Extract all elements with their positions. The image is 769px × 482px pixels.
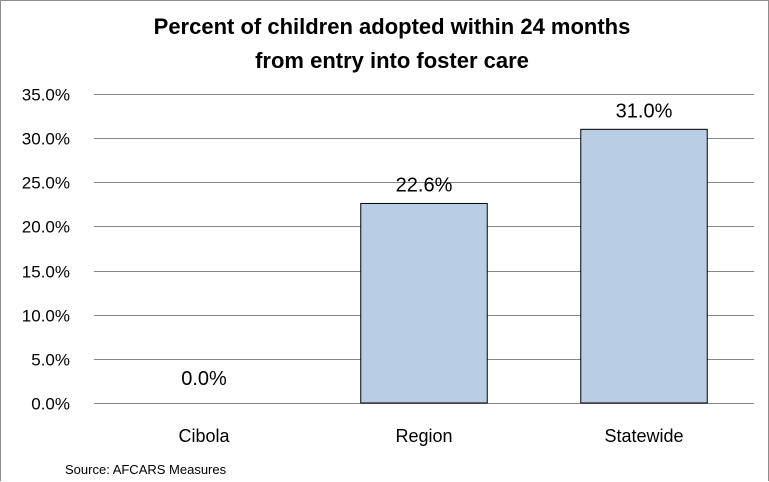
category-label-statewide: Statewide [604,426,683,446]
y-tick-label: 5.0% [31,351,70,370]
chart-title-line-2: from entry into foster care [255,48,529,73]
category-label-region: Region [395,426,452,446]
y-axis-tick-labels: 0.0% 5.0% 10.0% 15.0% 20.0% 25.0% 30.0% 35.0% [22,86,70,414]
y-tick-label: 35.0% [22,86,70,105]
chart-title-line-1: Percent of children adopted within 24 mo… [154,14,631,39]
data-label-statewide: 31.0% [616,100,673,122]
y-tick-label: 30.0% [22,130,70,149]
bar-region [360,202,488,404]
y-tick-label: 10.0% [22,307,70,326]
data-label-cibola: 0.0% [181,368,227,390]
y-tick-label: 0.0% [31,395,70,414]
y-tick-label: 15.0% [22,263,70,282]
bars [360,128,708,404]
y-tick-label: 25.0% [22,174,70,193]
source-note: Source: AFCARS Measures [65,462,227,477]
x-axis-category-labels: Cibola Region Statewide [178,426,683,446]
y-tick-label: 20.0% [22,218,70,237]
data-label-region: 22.6% [396,174,453,196]
data-labels: 0.0% 22.6% 31.0% [181,100,672,390]
bar-statewide [580,128,708,404]
category-label-cibola: Cibola [178,426,230,446]
